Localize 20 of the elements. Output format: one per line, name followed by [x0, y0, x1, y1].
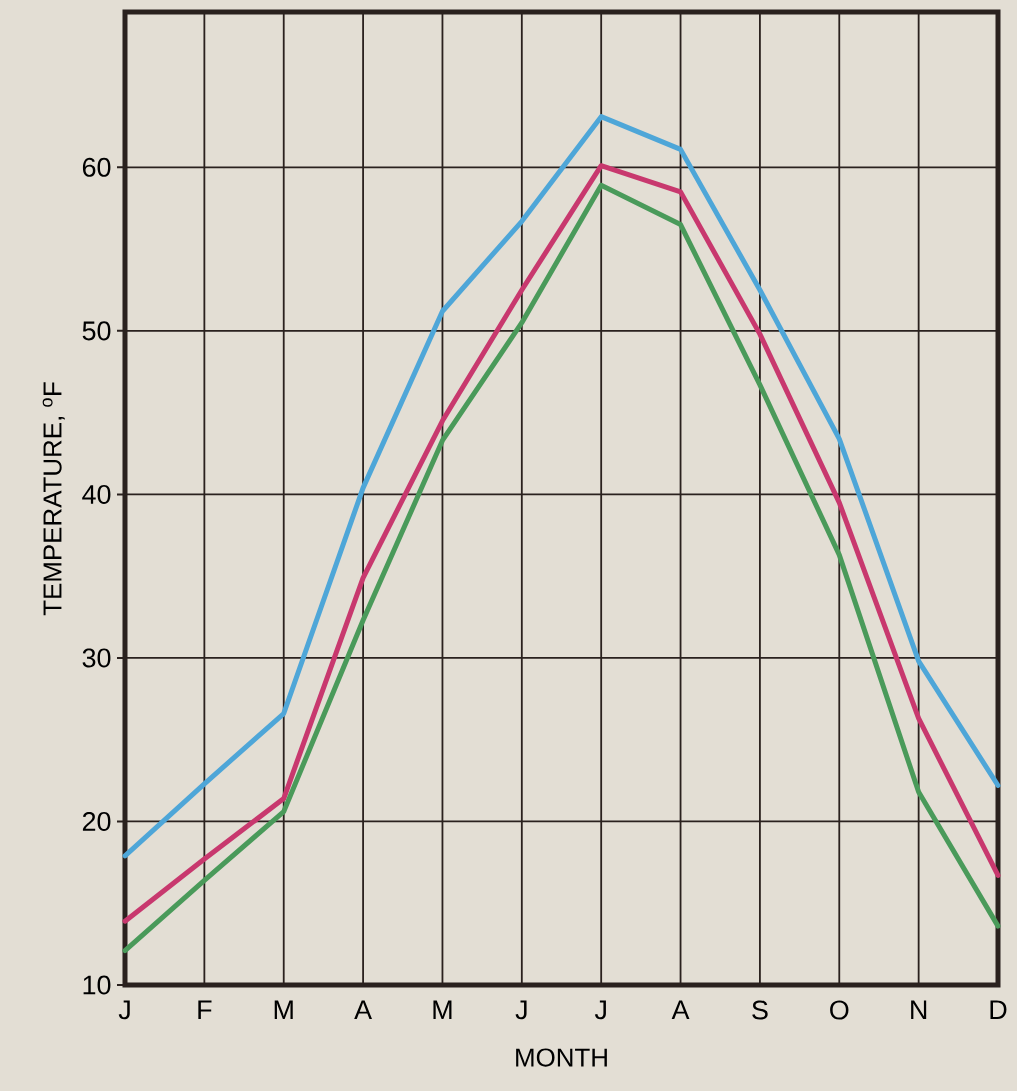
x-axis-title: MONTH	[516, 1048, 607, 1067]
y-axis-title: TEMPERATURE, $^{o}$F	[42, 382, 65, 616]
x-tick-label: M	[433, 1000, 452, 1020]
x-tick-label: A	[671, 1000, 690, 1020]
x-tick-label: J	[515, 1000, 527, 1020]
x-tick-label: O	[830, 1000, 849, 1020]
x-tick-label: S	[752, 1000, 768, 1020]
y-tick-label: 30	[82, 648, 111, 668]
x-tick-label: N	[911, 1000, 927, 1020]
x-tick-label: F	[198, 1000, 212, 1020]
x-tick-label: J	[594, 1000, 606, 1020]
x-tick-label: M	[274, 1000, 293, 1020]
y-tick-label: 40	[82, 484, 111, 504]
y-tick-label: 50	[82, 321, 111, 341]
y-tick-label: 10	[83, 975, 111, 995]
x-tick-label: D	[990, 1000, 1007, 1020]
x-tick-label: A	[354, 1000, 373, 1020]
x-tick-label: J	[118, 1000, 130, 1020]
y-tick-label: 20	[82, 811, 111, 831]
y-tick-label: 60	[82, 157, 111, 177]
